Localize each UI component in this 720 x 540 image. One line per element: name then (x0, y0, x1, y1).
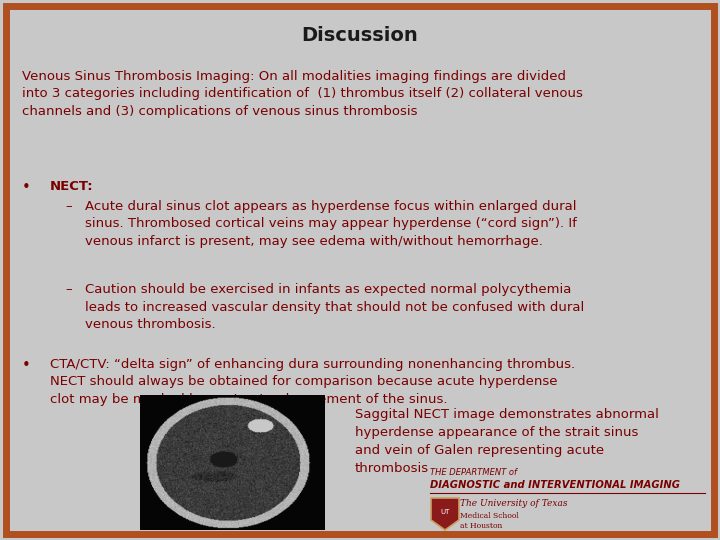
Text: Discussion: Discussion (302, 26, 418, 45)
Text: THE DEPARTMENT of: THE DEPARTMENT of (430, 468, 517, 477)
Text: •: • (22, 180, 31, 195)
Text: Acute dural sinus clot appears as hyperdense focus within enlarged dural
sinus. : Acute dural sinus clot appears as hyperd… (85, 200, 577, 248)
Text: UT: UT (441, 509, 450, 515)
Text: Medical School: Medical School (460, 512, 518, 520)
Text: •: • (22, 358, 31, 373)
Text: CTA/CTV: “delta sign” of enhancing dura surrounding nonenhancing thrombus.
NECT : CTA/CTV: “delta sign” of enhancing dura … (50, 358, 575, 406)
Polygon shape (431, 498, 459, 530)
Text: Saggital NECT image demonstrates abnormal
hyperdense appearance of the strait si: Saggital NECT image demonstrates abnorma… (355, 408, 659, 475)
Text: Caution should be exercised in infants as expected normal polycythemia
leads to : Caution should be exercised in infants a… (85, 283, 584, 331)
Text: DIAGNOSTIC and INTERVENTIONAL IMAGING: DIAGNOSTIC and INTERVENTIONAL IMAGING (430, 480, 680, 490)
Text: –: – (65, 283, 71, 296)
FancyBboxPatch shape (6, 6, 714, 534)
Text: Venous Sinus Thrombosis Imaging: On all modalities imaging findings are divided
: Venous Sinus Thrombosis Imaging: On all … (22, 70, 583, 118)
Text: at Houston: at Houston (460, 522, 503, 530)
Text: The University of Texas: The University of Texas (460, 499, 567, 508)
Text: NECT:: NECT: (50, 180, 94, 193)
Text: –: – (65, 200, 71, 213)
